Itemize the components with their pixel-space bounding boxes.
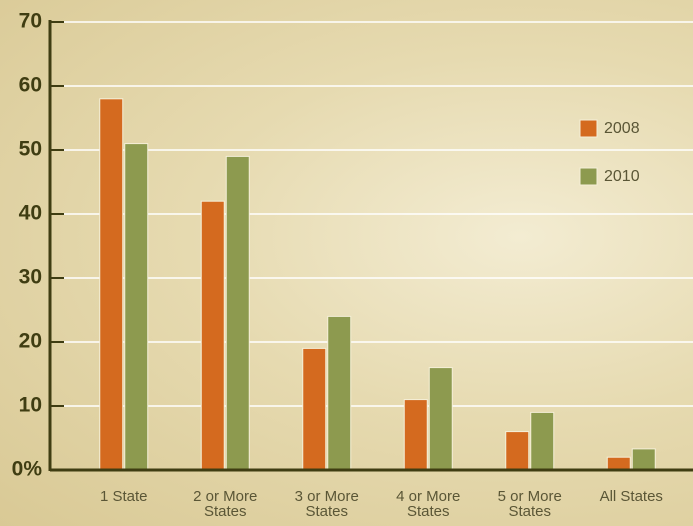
x-tick-label: 2 or More States <box>193 488 258 520</box>
bar <box>403 399 428 471</box>
y-tick-label: 40 <box>19 202 42 225</box>
bar <box>200 200 225 471</box>
x-tick-label: 3 or More States <box>294 488 359 520</box>
y-tick-label: 60 <box>19 74 42 97</box>
y-tick-label: 50 <box>19 138 42 161</box>
bar <box>327 315 352 471</box>
bar <box>631 448 656 471</box>
bar <box>530 411 555 471</box>
bar <box>606 456 631 471</box>
legend-swatch <box>579 119 598 138</box>
bar <box>428 367 453 471</box>
y-tick-label: 0% <box>12 458 43 481</box>
legend-label: 2008 <box>604 120 640 137</box>
bar <box>99 98 124 471</box>
legend-label: 2010 <box>604 168 640 185</box>
x-tick-label: All States <box>599 488 663 505</box>
y-tick-label: 20 <box>19 330 42 353</box>
bar <box>124 143 149 471</box>
x-tick-label: 4 or More States <box>396 488 461 520</box>
x-tick-label: 5 or More States <box>497 488 562 520</box>
y-tick-label: 10 <box>19 394 42 417</box>
bar <box>225 155 250 471</box>
bar <box>302 347 327 471</box>
bar <box>505 431 530 471</box>
y-tick-label: 30 <box>19 266 42 289</box>
x-tick-label: 1 State <box>99 488 148 505</box>
legend-swatch <box>579 167 598 186</box>
y-tick-label: 70 <box>19 10 42 33</box>
